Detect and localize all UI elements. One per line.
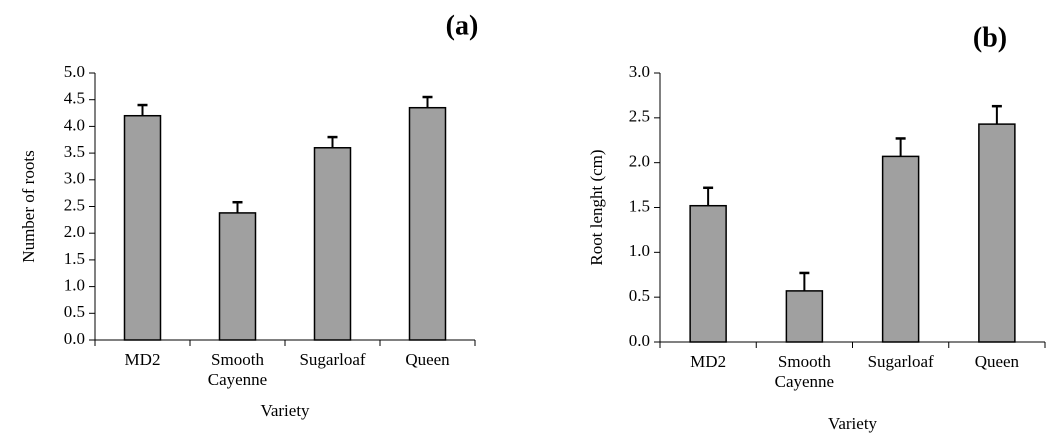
y-tick-label: 1.5 [64, 249, 85, 268]
x-tick-label: Smooth Cayenne [759, 352, 849, 392]
x-axis-label: Variety [260, 401, 310, 420]
y-tick-label: 0.0 [64, 329, 85, 348]
x-tick-label-box: MD2 [660, 352, 756, 402]
y-axis-label: Root lenght (cm) [587, 149, 606, 265]
x-tick-label-box: MD2 [95, 350, 190, 400]
bar [786, 291, 822, 342]
x-tick-label: Queen [383, 350, 472, 370]
x-tick-label-box: Sugarloaf [285, 350, 380, 400]
y-tick-label: 2.5 [64, 195, 85, 214]
x-tick-label: MD2 [98, 350, 187, 370]
bar [690, 206, 726, 342]
y-tick-label: 1.0 [64, 276, 85, 295]
x-tick-label: Sugarloaf [856, 352, 946, 372]
y-tick-label: 1.0 [629, 241, 650, 260]
chart-title: (a) [446, 10, 479, 41]
x-tick-label-box: Sugarloaf [853, 352, 949, 402]
x-axis-label: Variety [828, 414, 878, 433]
bar [410, 108, 446, 340]
y-tick-label: 4.0 [64, 115, 85, 134]
y-tick-label: 3.0 [64, 169, 85, 188]
y-tick-label: 0.5 [629, 286, 650, 305]
bar [315, 148, 351, 340]
x-tick-label-box: Queen [380, 350, 475, 400]
x-tick-label: Smooth Cayenne [193, 350, 282, 390]
bar [125, 116, 161, 340]
y-tick-label: 0.5 [64, 302, 85, 321]
x-tick-label-box: Queen [949, 352, 1045, 402]
x-tick-label: Sugarloaf [288, 350, 377, 370]
x-tick-label: MD2 [663, 352, 753, 372]
chart-title: (b) [973, 22, 1007, 53]
y-tick-label: 0.0 [629, 331, 650, 350]
x-tick-label-box: Smooth Cayenne [756, 352, 852, 402]
y-tick-label: 3.5 [64, 142, 85, 161]
y-tick-label: 5.0 [64, 62, 85, 81]
y-tick-label: 2.0 [64, 222, 85, 241]
y-tick-label: 2.0 [629, 152, 650, 171]
bar [883, 156, 919, 342]
y-tick-label: 1.5 [629, 196, 650, 215]
y-tick-label: 3.0 [629, 62, 650, 81]
x-tick-label: Queen [952, 352, 1042, 372]
x-tick-label-box: Smooth Cayenne [190, 350, 285, 400]
y-axis-label: Number of roots [19, 150, 38, 262]
bar [979, 124, 1015, 342]
y-tick-label: 2.5 [629, 107, 650, 126]
y-tick-label: 4.5 [64, 89, 85, 108]
chart: (a) Number of roots Variety 0.0 0.5 1.0 1.5 2.0… [0, 0, 1050, 447]
bar [220, 213, 256, 340]
